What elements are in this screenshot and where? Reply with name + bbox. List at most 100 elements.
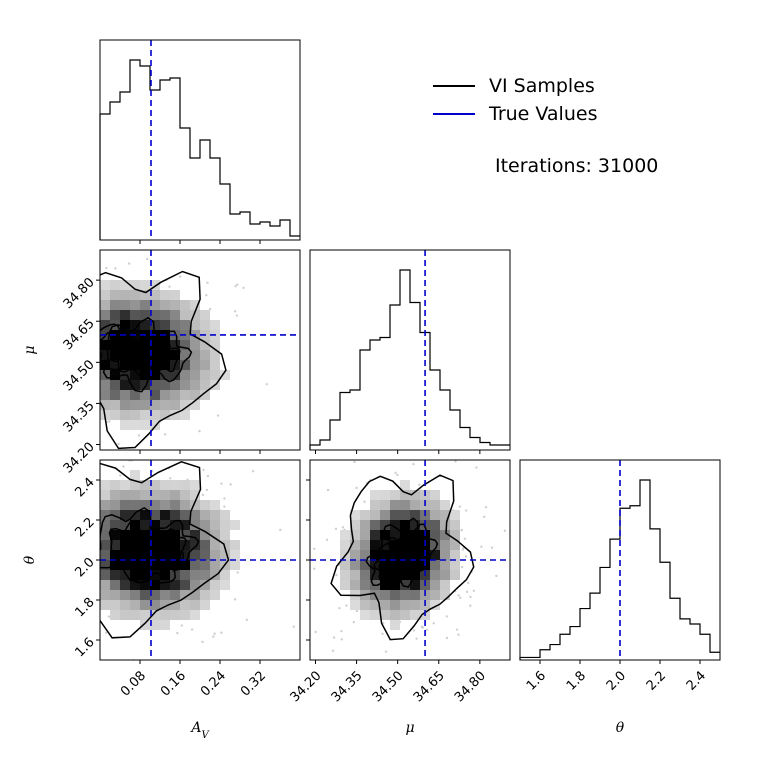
density-cell: [200, 390, 210, 400]
sample-point: [190, 628, 194, 631]
sample-point: [235, 314, 239, 317]
y-tick-label: 34.35: [61, 398, 98, 435]
density-cell: [110, 400, 120, 410]
sample-point: [13, 590, 15, 592]
sample-point: [84, 464, 86, 466]
density-cell: [200, 530, 210, 540]
density-cell: [150, 290, 160, 300]
density-cell: [220, 370, 230, 380]
density-cell: [430, 490, 440, 500]
density-cell: [190, 370, 200, 380]
density-cell: [410, 590, 420, 600]
density-cell: [180, 570, 190, 580]
density-cell: [110, 610, 120, 620]
sample-point: [345, 604, 348, 607]
density-cell: [140, 530, 150, 540]
density-cell: [390, 500, 400, 510]
sample-point: [108, 420, 111, 423]
density-cell: [150, 280, 160, 290]
density-cell: [130, 550, 140, 560]
sample-point: [445, 615, 449, 618]
density-cell: [400, 570, 410, 580]
density-cell: [130, 530, 140, 540]
panel-frame: [309, 249, 511, 451]
density-cell: [450, 570, 460, 580]
contour-line: [378, 517, 431, 588]
density-cell: [190, 300, 200, 310]
contour-line: [330, 474, 475, 641]
sample-point: [233, 310, 237, 313]
density-cell: [140, 480, 150, 490]
density-cell: [400, 500, 410, 510]
density-cell: [390, 540, 400, 550]
density-cell: [210, 320, 220, 330]
sample-point: [163, 433, 167, 436]
density-cell: [380, 580, 390, 590]
sample-point: [212, 635, 215, 638]
sample-point: [460, 528, 463, 532]
contour-line: [100, 507, 168, 583]
sample-point: [467, 581, 470, 585]
density-cell: [160, 570, 170, 580]
density-cell: [120, 420, 130, 430]
y-tick-label: 1.8: [72, 595, 97, 620]
axis-label-mu: μ: [405, 720, 414, 736]
sample-point: [220, 482, 223, 485]
density-cell: [110, 500, 120, 510]
density-cell: [220, 520, 230, 530]
density-cell: [340, 530, 350, 540]
sample-point: [475, 466, 478, 469]
sample-point: [168, 285, 171, 288]
density-cell: [100, 580, 110, 590]
sample-point: [50, 341, 52, 343]
density-cell: [140, 420, 150, 430]
density-cell: [140, 410, 150, 420]
density-cell: [140, 540, 150, 550]
density-cell: [450, 530, 460, 540]
density-cell: [410, 500, 420, 510]
contour-line: [387, 529, 421, 575]
density-cell: [110, 360, 120, 370]
density-cell: [170, 400, 180, 410]
density-cell: [220, 550, 230, 560]
sample-point: [313, 547, 316, 550]
density-cell: [380, 490, 390, 500]
density-cell: [140, 310, 150, 320]
density-cell: [190, 610, 200, 620]
density-cell: [140, 560, 150, 570]
density-cell: [130, 590, 140, 600]
density-cell: [180, 380, 190, 390]
density-cell: [150, 340, 160, 350]
sample-point: [77, 552, 79, 554]
density-cell: [180, 600, 190, 610]
sample-point: [119, 474, 122, 477]
contour-line: [115, 329, 157, 378]
density-cell: [120, 360, 130, 370]
density-cell: [390, 590, 400, 600]
x-tick-label: 0.16: [158, 668, 189, 699]
sample-point: [418, 483, 421, 486]
x-tick-label: 1.6: [524, 668, 549, 693]
sample-point: [42, 642, 44, 644]
contour-line: [100, 460, 230, 639]
sample-point: [426, 446, 428, 448]
density-cell: [370, 610, 380, 620]
panel-frame: [99, 39, 301, 241]
density-cell: [120, 400, 130, 410]
density-cell: [140, 580, 150, 590]
density-cell: [170, 490, 180, 500]
density-cell: [350, 560, 360, 570]
sample-point: [178, 275, 182, 278]
density-cell: [380, 500, 390, 510]
density-cell: [370, 490, 380, 500]
density-cell: [170, 590, 180, 600]
density-cell: [140, 600, 150, 610]
density-cell: [100, 480, 110, 490]
density-cell: [400, 480, 410, 490]
density-cell: [120, 410, 130, 420]
density-cell: [170, 540, 180, 550]
density-cell: [150, 490, 160, 500]
density-cell: [120, 500, 130, 510]
density-cell: [120, 600, 130, 610]
